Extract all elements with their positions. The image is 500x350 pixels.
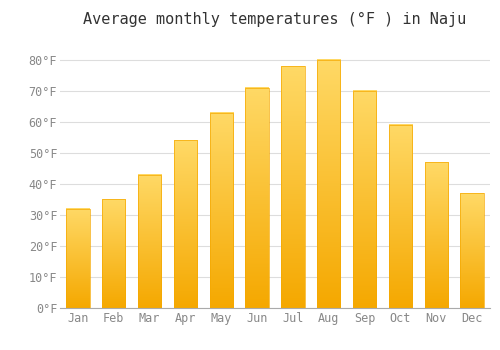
- Title: Average monthly temperatures (°F ) in Naju: Average monthly temperatures (°F ) in Na…: [84, 12, 466, 27]
